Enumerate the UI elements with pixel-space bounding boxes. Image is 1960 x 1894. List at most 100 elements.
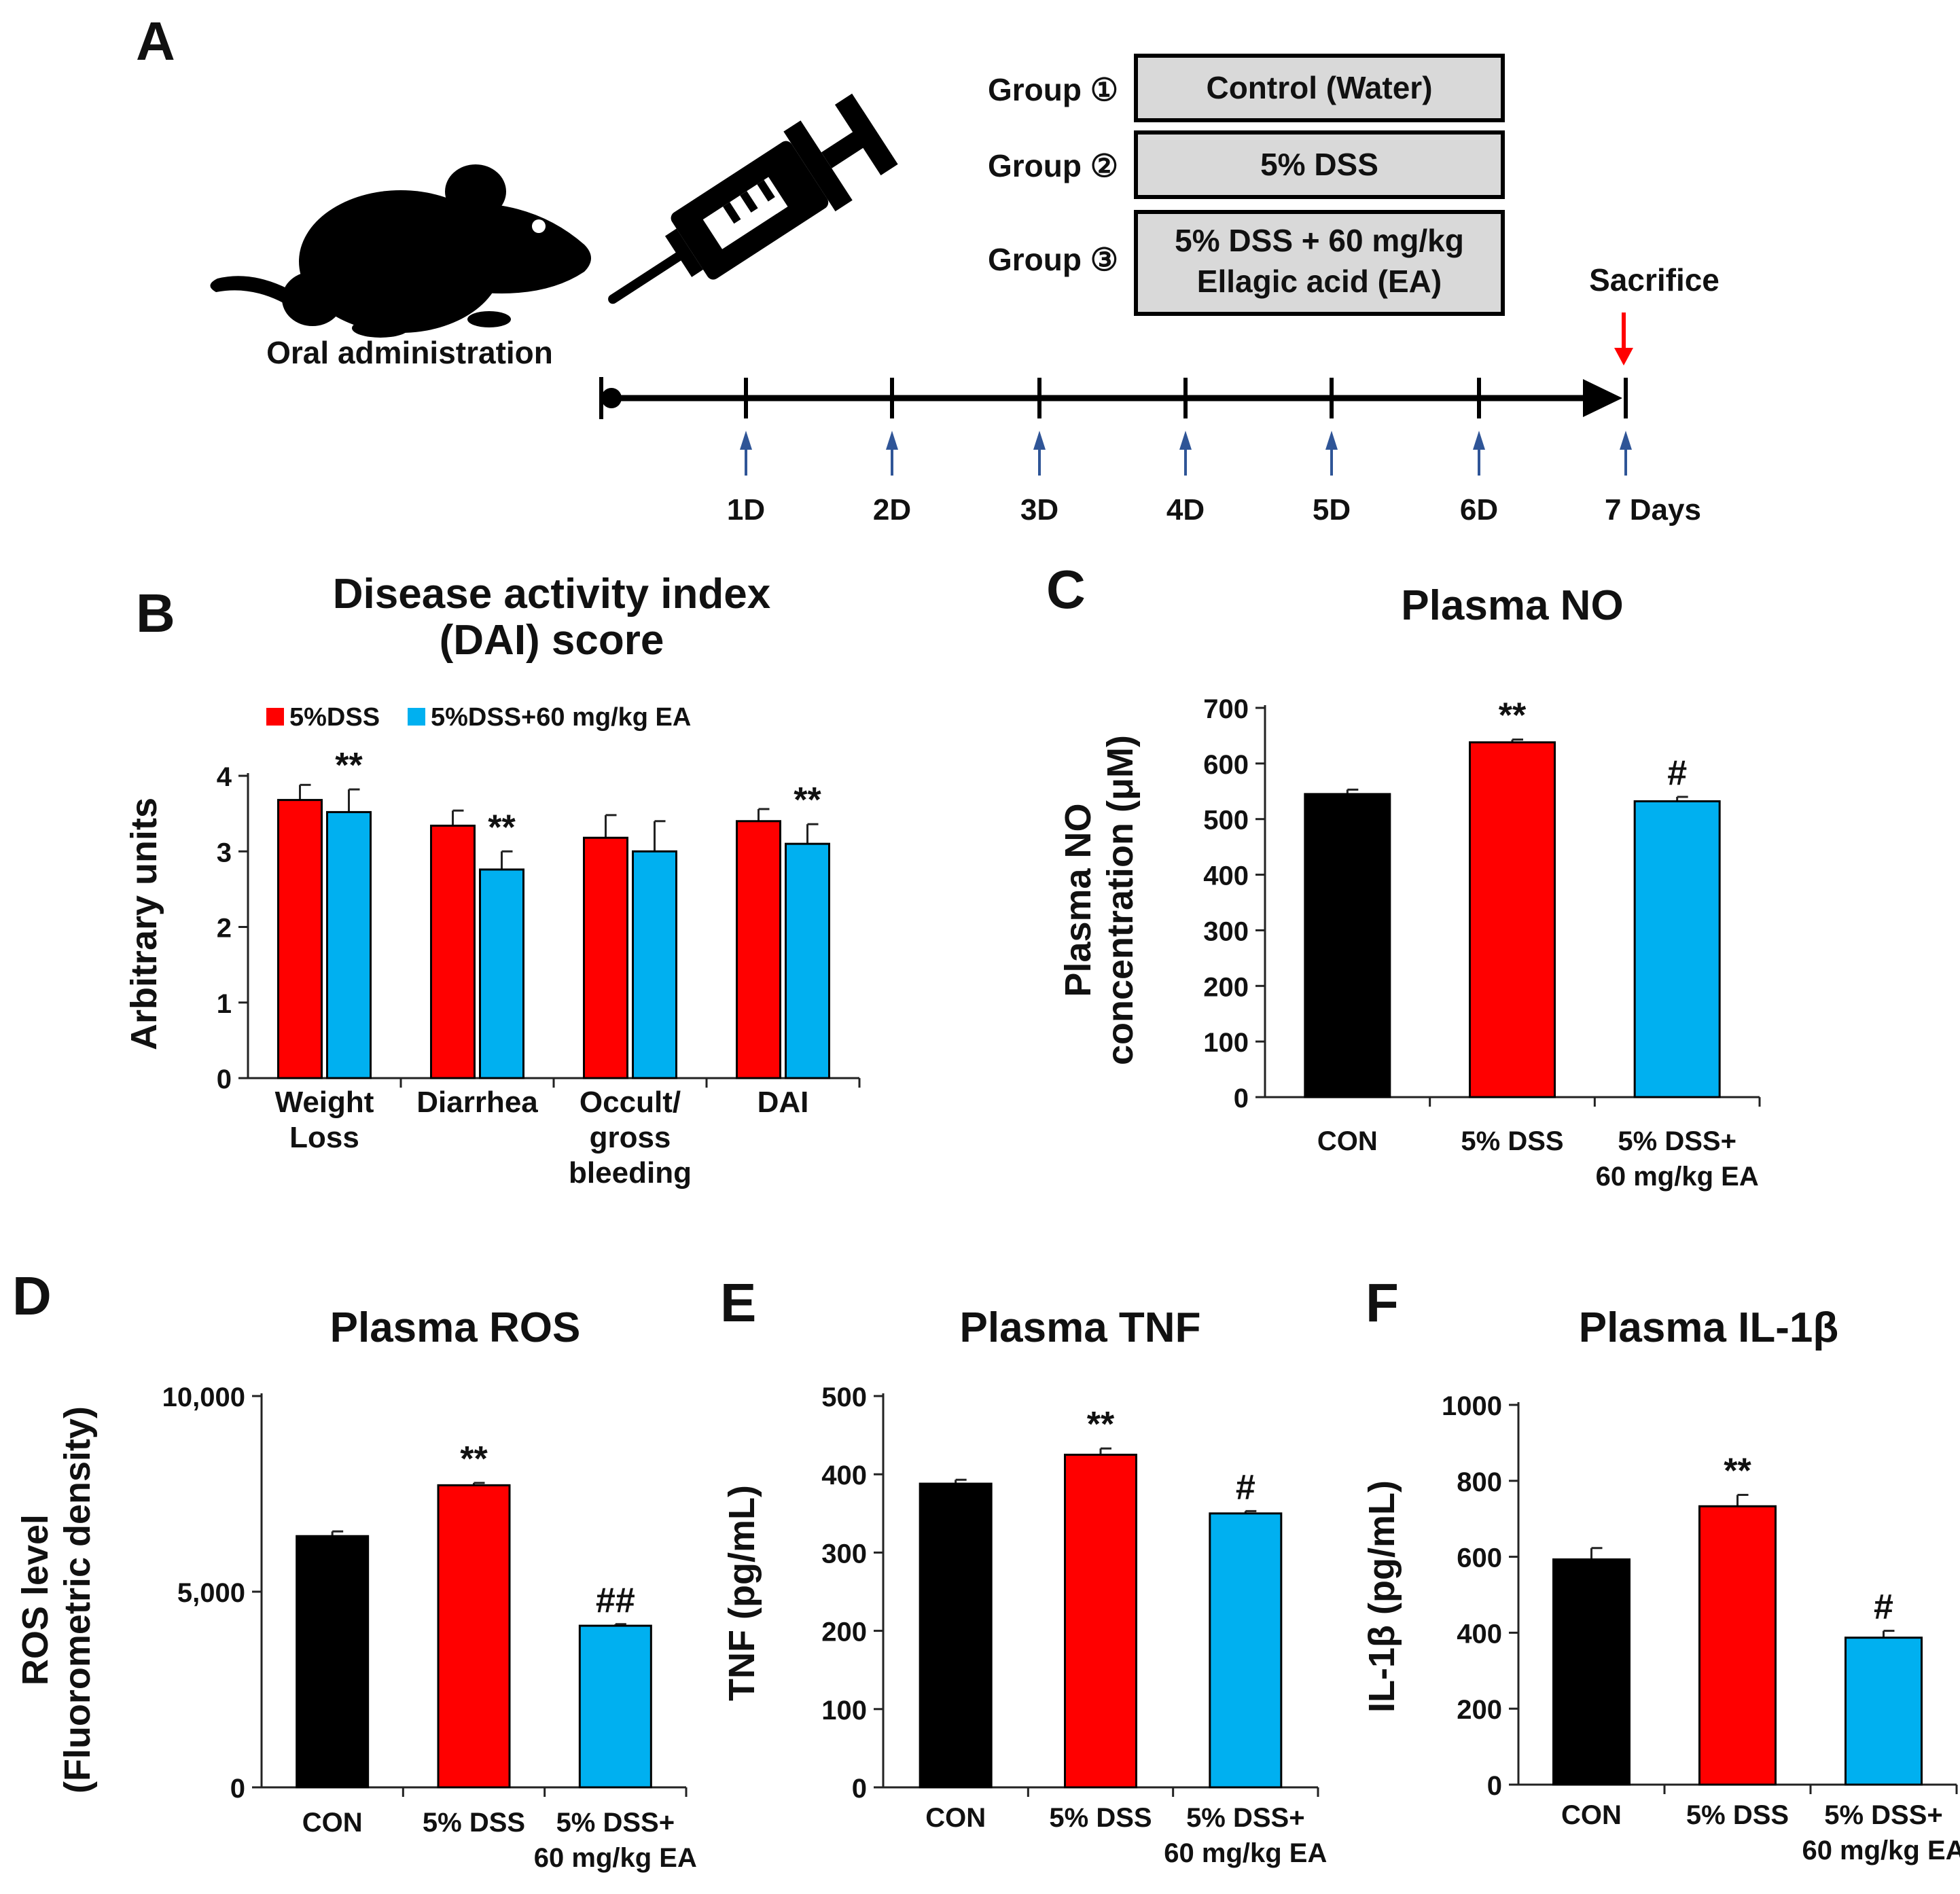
day-label: 6D	[1460, 493, 1498, 526]
bar	[1064, 1453, 1137, 1789]
group-3-text-line-2: Ellagic acid (EA)	[1197, 264, 1442, 299]
chart-b-dai-score: Disease activity index(DAI) score 0 1 2 3 4 Ar…	[124, 571, 861, 1190]
chart-e-plasma-tnf: Plasma TNF 0 100 200 300 400 500 TNF (pg/mL) CON…	[721, 1304, 1327, 1868]
x-category-label: Weight	[275, 1086, 374, 1119]
legend-swatch	[266, 708, 284, 726]
y-tick-label: 1	[217, 989, 232, 1019]
bar	[437, 1484, 511, 1789]
y-tick-label: 0	[217, 1065, 232, 1094]
x-category-label: CON	[1561, 1800, 1622, 1830]
y-tick-label: 400	[821, 1461, 867, 1490]
chart-f-plasma-il1b: Plasma IL-1β 0 200 400 600 800 1000 IL-1β (pg/m…	[1361, 1304, 1960, 1865]
y-tick-label: 200	[1457, 1695, 1502, 1725]
legend-label: 5%DSS+60 mg/kg EA	[431, 703, 691, 732]
day-label: 4D	[1166, 493, 1205, 526]
syringe-icon	[608, 93, 898, 304]
x-category-label: 60 mg/kg EA	[1596, 1162, 1759, 1192]
timeline-ticks	[740, 378, 1632, 476]
mouse-caption: Oral administration	[266, 335, 553, 370]
x-category-label: 5% DSS	[1686, 1800, 1789, 1830]
day-arrow-head	[1179, 431, 1192, 450]
timeline-start-dot	[601, 388, 622, 408]
y-axis-label: IL-1β (pg/mL)	[1361, 1480, 1402, 1713]
bar	[1552, 1558, 1631, 1786]
significance-marker: #	[1874, 1588, 1893, 1627]
day-label: 3D	[1020, 493, 1058, 526]
bar	[479, 868, 524, 1079]
timeline-day-labels: 1D 2D 3D 4D 5D 6D 7 Days	[727, 493, 1701, 526]
y-tick-label: 600	[1457, 1543, 1502, 1573]
x-category-label: 5% DSS+	[556, 1808, 675, 1838]
bar	[785, 842, 830, 1079]
y-tick-label: 10,000	[162, 1382, 245, 1412]
x-category-label: 5% DSS	[1461, 1126, 1563, 1156]
bar	[736, 820, 781, 1079]
x-category-label: CON	[302, 1808, 363, 1838]
group-1-text: Control (Water)	[1206, 70, 1432, 105]
bar	[430, 824, 476, 1079]
bar	[326, 810, 372, 1079]
bar	[1633, 800, 1721, 1098]
x-category-label: bleeding	[569, 1156, 692, 1190]
group-1-box	[1134, 54, 1505, 122]
panel-letter-b: B	[136, 583, 175, 643]
timeline-arrowhead	[1583, 379, 1622, 417]
day-arrow-head	[1033, 431, 1046, 450]
x-category-label: CON	[1317, 1126, 1378, 1156]
y-tick-label: 0	[230, 1774, 245, 1804]
y-tick-label: 800	[1457, 1467, 1502, 1497]
x-category-label: Occult/	[580, 1086, 681, 1119]
group-2-label: Group ②	[988, 148, 1118, 183]
x-category-label: 60 mg/kg EA	[534, 1843, 697, 1873]
day-label: 1D	[727, 493, 765, 526]
group-2-text: 5% DSS	[1260, 147, 1378, 182]
y-axis-label: concentration (μM)	[1100, 735, 1141, 1065]
group-3-text-line-1: 5% DSS + 60 mg/kg	[1175, 223, 1464, 258]
day-label: 5D	[1313, 493, 1351, 526]
group-3-label: Group ③	[988, 242, 1118, 277]
mouse-icon	[210, 164, 591, 338]
y-tick-label: 300	[821, 1539, 867, 1569]
x-category-label: 60 mg/kg EA	[1164, 1838, 1327, 1868]
chart-title: Plasma IL-1β	[1579, 1304, 1838, 1351]
y-tick-label: 0	[1234, 1084, 1249, 1113]
x-category-label: 5% DSS	[1049, 1803, 1152, 1833]
y-axis-label: ROS level	[15, 1514, 56, 1685]
significance-marker: #	[1667, 753, 1687, 793]
x-category-label: 5% DSS+	[1824, 1800, 1943, 1830]
bar	[583, 836, 628, 1079]
group-1-label: Group ①	[988, 72, 1118, 107]
y-tick-label: 400	[1457, 1619, 1502, 1649]
bar	[1209, 1512, 1283, 1789]
sacrifice-label: Sacrifice	[1589, 262, 1720, 298]
x-category-label: CON	[925, 1803, 986, 1833]
chart-d-plasma-ros: Plasma ROS 0 5,000 10,000 ROS level (Fluorome…	[15, 1304, 697, 1873]
significance-marker: **	[488, 808, 516, 847]
panel-letter-a: A	[136, 11, 175, 71]
day-arrow-head	[1620, 431, 1632, 450]
group-2-box	[1134, 130, 1505, 199]
y-tick-label: 200	[821, 1618, 867, 1647]
y-axis-label: Plasma NO	[1058, 803, 1099, 997]
y-tick-label: 5,000	[177, 1578, 245, 1608]
y-axis-label: Arbitrary units	[124, 798, 164, 1050]
bar	[296, 1535, 370, 1789]
chart-title: Plasma TNF	[960, 1304, 1201, 1351]
significance-marker: **	[1087, 1405, 1115, 1444]
significance-marker: ##	[596, 1581, 635, 1620]
x-category-label: DAI	[758, 1086, 809, 1119]
day-label: 7 Days	[1605, 493, 1701, 526]
day-arrow-head	[1473, 431, 1485, 450]
bar	[632, 850, 677, 1079]
chart-title: Plasma ROS	[330, 1304, 581, 1351]
y-tick-label: 600	[1203, 750, 1249, 780]
y-tick-label: 100	[1203, 1028, 1249, 1058]
significance-marker: #	[1236, 1467, 1255, 1507]
day-arrow-head	[886, 431, 898, 450]
legend-label: 5%DSS	[289, 703, 380, 732]
legend-swatch	[408, 708, 425, 726]
x-category-label: 5% DSS+	[1618, 1126, 1736, 1156]
significance-marker: **	[794, 781, 821, 820]
x-category-label: 5% DSS+	[1186, 1803, 1305, 1833]
